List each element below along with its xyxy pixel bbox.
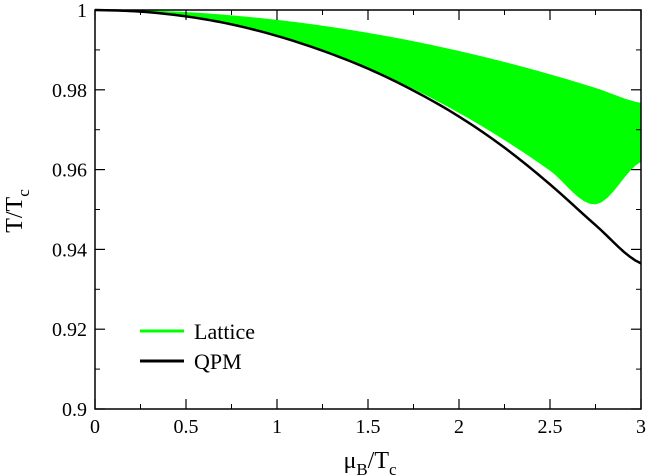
x-axis-title-sub1: B (356, 460, 367, 476)
x-axis-title-main: μ (343, 448, 356, 474)
x-axis-title-slash: /T (368, 448, 390, 474)
legend: Lattice QPM (140, 319, 255, 374)
x-tick-label: 0.5 (174, 416, 199, 438)
lattice-band (94, 9, 642, 205)
y-axis-title-main: T/T (2, 196, 28, 232)
legend-label-qpm: QPM (194, 349, 242, 374)
x-tick-label: 1 (272, 416, 282, 438)
y-tick-label: 0.94 (52, 239, 87, 261)
y-axis-title: T/Tc (2, 189, 33, 233)
y-tick-label: 0.92 (52, 319, 87, 341)
y-axis-title-sub: c (14, 189, 33, 197)
y-tick-label: 1 (77, 0, 87, 22)
x-axis-title-sub2: c (389, 460, 397, 476)
y-tick-label: 0.98 (52, 80, 87, 102)
legend-label-lattice: Lattice (194, 319, 255, 344)
y-tick-label: 0.96 (52, 160, 87, 182)
x-tick-label: 1.5 (356, 416, 381, 438)
x-tick-label: 2.5 (538, 416, 563, 438)
axis-ticks: 0 0.5 1 1.5 2 2.5 3 0.9 0.92 0.94 0.96 0.98 1 (52, 0, 646, 438)
x-axis-title: μB/Tc (343, 448, 397, 476)
x-tick-label: 2 (454, 416, 464, 438)
plot-area (94, 8, 642, 265)
y-tick-label: 0.9 (62, 399, 87, 421)
x-tick-label: 3 (636, 416, 646, 438)
x-tick-label: 0 (90, 416, 100, 438)
